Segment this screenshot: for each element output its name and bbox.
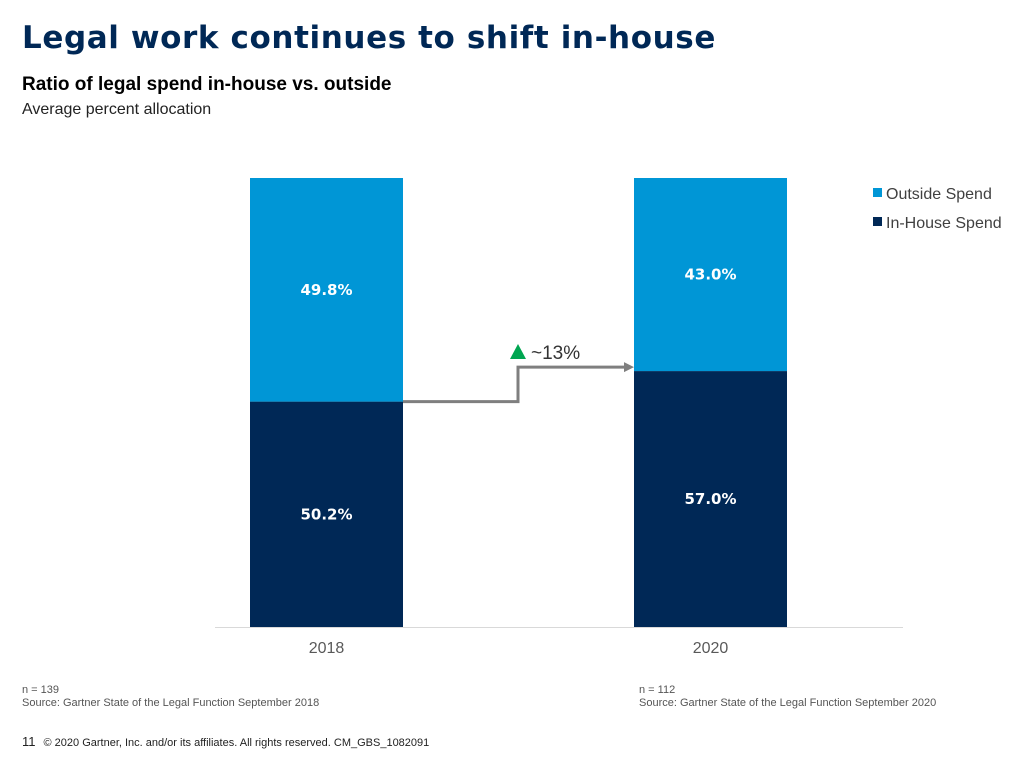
chart-subtitle: Average percent allocation [22,101,212,118]
copyright: © 2020 Gartner, Inc. and/or its affiliat… [43,737,430,749]
x-tick-label-2018: 2018 [309,640,345,657]
source-text: Source: Gartner State of the Legal Funct… [22,697,320,709]
chart-title: Ratio of legal spend in-house vs. outsid… [22,74,392,95]
change-annotation: ~13% [531,343,580,364]
sample-size: n = 112 [639,684,676,696]
data-label-outside-2018: 49.8% [300,281,352,299]
page-number: 11 [22,734,36,749]
sample-size: n = 139 [22,684,60,696]
arrow-head-icon [624,362,634,373]
bar-segment-outside-2018 [250,178,403,402]
data-label-outside-2020: 43.0% [684,266,736,284]
note-2018: n = 139 Source: Gartner State of the Leg… [22,684,319,710]
data-label-inhouse-2018: 50.2% [300,505,352,523]
x-tick-label-2020: 2020 [693,640,729,657]
source-text: Source: Gartner State of the Legal Funct… [639,697,937,709]
page-title: Legal work continues to shift in-house [22,20,716,56]
legend-label-inhouse: In-House Spend [886,215,1002,232]
bar-segment-inhouse-2020 [634,371,787,627]
legend-label-outside: Outside Spend [886,186,992,203]
legend-swatch-outside [873,188,882,197]
data-label-inhouse-2020: 57.0% [684,490,736,508]
bar-segment-outside-2020 [634,178,787,372]
note-2020: n = 112 Source: Gartner State of the Leg… [639,684,936,710]
legend-swatch-inhouse [873,217,882,226]
change-arrow-line [403,365,626,404]
footer: 11 © 2020 Gartner, Inc. and/or its affili… [22,734,429,749]
bar-segment-inhouse-2018 [250,401,403,627]
up-triangle-icon [510,344,526,359]
